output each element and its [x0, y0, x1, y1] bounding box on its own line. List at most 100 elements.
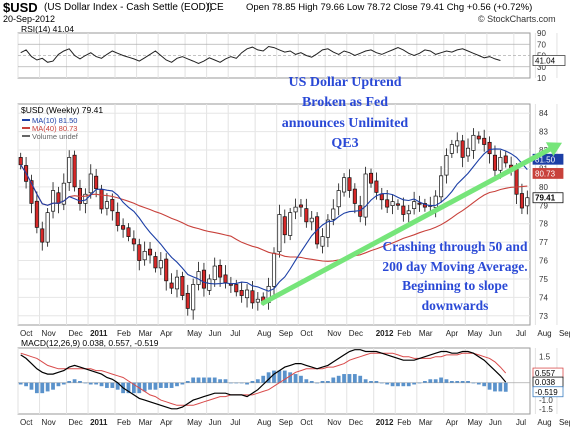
macd-histogram-bar — [202, 377, 206, 383]
candle — [298, 204, 303, 208]
candle — [169, 282, 174, 289]
candle — [191, 284, 196, 311]
candle — [40, 228, 45, 243]
candle — [309, 217, 314, 223]
price-last-label: 79.41 — [535, 194, 556, 203]
macd-panel: -1.5-1.00.01.50.5570.038-0.519MACD(12,26… — [18, 338, 564, 414]
macd-histogram-bar — [320, 381, 325, 383]
candle — [142, 250, 147, 261]
macd-histogram-bar — [169, 382, 174, 388]
annotation-line: Broken as Fed — [301, 95, 389, 111]
x-axis-label: May — [187, 418, 202, 427]
macd-line — [20, 349, 507, 410]
macd-histogram-bar — [369, 381, 373, 383]
macd-histogram-bar — [493, 382, 497, 392]
price-tick-label: 84 — [539, 109, 548, 118]
x-axis-label: Oct — [300, 418, 313, 427]
candle — [449, 144, 454, 154]
legend-entry: MA(10) 81.50 — [32, 116, 77, 125]
macd-histogram-bar — [406, 382, 411, 387]
macd-histogram-bar — [131, 382, 136, 394]
macd-histogram-bar — [115, 382, 120, 390]
macd-histogram-bar — [352, 374, 357, 383]
macd-histogram-bar — [476, 382, 481, 385]
candle — [29, 180, 34, 204]
x-axis-label: Mar — [419, 329, 433, 338]
rsi-tick-label: 30 — [537, 63, 546, 72]
rsi-title: RSI(14) 41.04 — [21, 24, 74, 34]
macd-histogram-bar — [180, 382, 185, 385]
rsi-last-label: 41.04 — [535, 57, 556, 66]
macd-histogram-bar — [72, 379, 77, 383]
x-axis-label: Nov — [42, 329, 56, 338]
candle — [67, 157, 72, 183]
macd-histogram-bar — [191, 377, 196, 383]
price-tick-label: 73 — [539, 312, 548, 321]
price-last-label: 80.73 — [535, 169, 556, 178]
macd-histogram-bar — [110, 382, 115, 388]
x-axis-label: Dec — [349, 329, 363, 338]
rsi-line — [20, 45, 501, 64]
trend-arrow-head — [545, 142, 562, 157]
x-axis-label: Jun — [489, 418, 502, 427]
candle — [56, 192, 61, 204]
candle — [347, 177, 352, 191]
macd-histogram-bar — [94, 382, 99, 385]
candle — [282, 216, 287, 236]
rsi-tick-label: 70 — [537, 40, 546, 49]
x-axis-label: Jul — [230, 418, 240, 427]
x-axis-label: Jul — [516, 329, 526, 338]
price-tick-label: 79 — [539, 201, 548, 210]
candle — [72, 154, 77, 188]
candle — [503, 155, 508, 164]
candle — [158, 260, 163, 269]
candle — [482, 137, 487, 145]
instrument-name: (US Dollar Index - Cash Settle (EOD)) — [44, 2, 213, 13]
x-axis-label: Jul — [230, 329, 240, 338]
x-axis-label: Jun — [489, 329, 502, 338]
macd-histogram-bar — [412, 382, 417, 385]
candle — [94, 175, 99, 190]
macd-histogram-bar — [417, 382, 422, 384]
macd-histogram-bar — [428, 379, 433, 383]
candle — [34, 200, 39, 228]
candle — [385, 199, 390, 208]
x-axis-label: 2011 — [90, 329, 108, 338]
x-axis-label: May — [467, 418, 482, 427]
candle — [126, 227, 131, 237]
macd-histogram-bar — [358, 375, 363, 383]
candle — [401, 205, 406, 215]
macd-histogram-bar — [148, 382, 152, 390]
x-axis-label: Mar — [139, 418, 153, 427]
ticker-symbol: $USD — [3, 0, 38, 15]
candle — [223, 274, 228, 283]
macd-histogram-bar — [455, 381, 460, 383]
candle — [277, 214, 282, 253]
candle — [207, 278, 212, 291]
candle — [110, 199, 115, 212]
macd-histogram-bar — [482, 382, 487, 387]
axes: Oct Nov Dec 2011 Feb Mar Apr May Jun Jul Aug Sep Oct… — [20, 329, 570, 427]
macd-histogram-bar — [175, 382, 179, 387]
macd-histogram-bar — [487, 382, 492, 390]
macd-last-label: 0.038 — [535, 378, 556, 387]
macd-histogram-bar — [299, 375, 303, 383]
macd-histogram-bar — [40, 382, 45, 394]
candle — [180, 276, 185, 296]
candle — [336, 190, 341, 208]
price-tick-label: 76 — [539, 257, 548, 266]
x-axis-label: Nov — [327, 418, 341, 427]
macd-histogram-bar — [460, 381, 465, 383]
x-axis-label: Nov — [327, 329, 341, 338]
candle — [331, 208, 336, 220]
macd-histogram-bar — [158, 382, 163, 388]
x-axis-label: Feb — [117, 418, 131, 427]
candle — [137, 244, 142, 261]
candle — [304, 208, 309, 223]
candle — [352, 188, 357, 204]
x-axis-label: Jun — [209, 329, 222, 338]
annotation-line: 200 day Moving Average. — [382, 258, 528, 274]
macd-histogram-bar — [196, 377, 201, 383]
macd-histogram-bar — [379, 382, 384, 384]
